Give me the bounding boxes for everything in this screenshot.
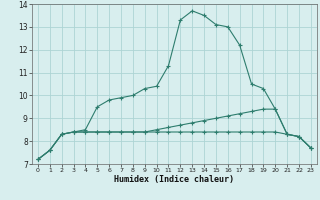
X-axis label: Humidex (Indice chaleur): Humidex (Indice chaleur): [115, 175, 234, 184]
